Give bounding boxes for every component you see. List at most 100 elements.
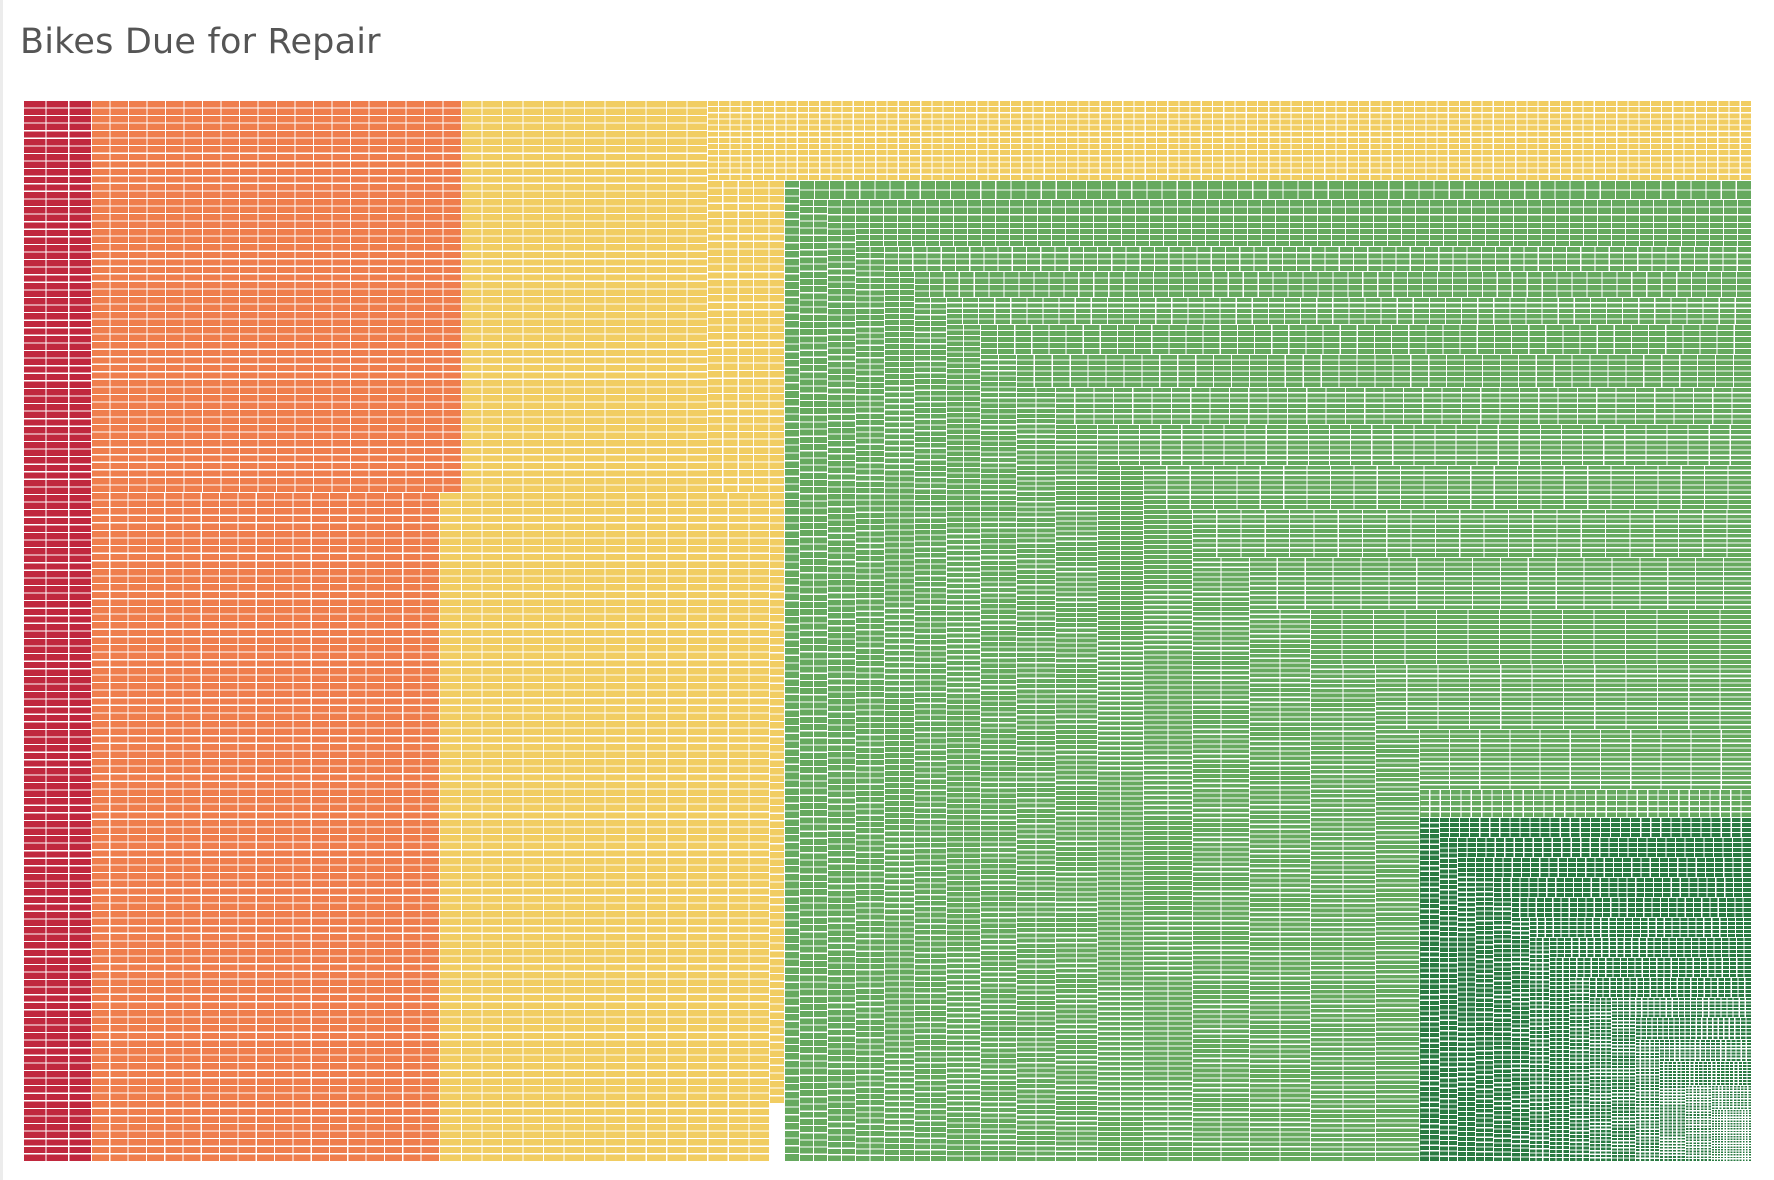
- bike-cell: [129, 1018, 146, 1024]
- bike-cell: [749, 980, 768, 986]
- bike-cell: [688, 297, 707, 303]
- bike-cell: [462, 866, 481, 872]
- bike-cell: [330, 904, 347, 910]
- bike-cell: [544, 531, 563, 537]
- bike-cell: [239, 546, 256, 552]
- bike-cell: [257, 1094, 274, 1100]
- bike-cell: [184, 919, 201, 925]
- bike-cell: [367, 683, 384, 689]
- bike-cell: [92, 615, 109, 621]
- bike-cell: [647, 736, 666, 742]
- bike-cell: [202, 1124, 219, 1130]
- bike-cell: [69, 601, 90, 607]
- bike-cell: [626, 259, 645, 265]
- bike-cell: [92, 972, 109, 978]
- bike-cell: [110, 896, 127, 902]
- bike-cell: [688, 418, 707, 424]
- bike-cell: [749, 683, 768, 689]
- bike-cell: [606, 131, 625, 137]
- bike-cell: [239, 1086, 256, 1092]
- bike-cell: [293, 698, 310, 704]
- bike-cell: [503, 561, 522, 567]
- bike-cell: [24, 851, 45, 857]
- bike-cell: [524, 380, 543, 386]
- bike-cell: [667, 244, 686, 250]
- bike-cell: [351, 410, 368, 416]
- bike-cell: [647, 1056, 666, 1062]
- bike-cell: [367, 995, 384, 1001]
- bike-cell: [296, 470, 313, 476]
- bike-cell: [524, 592, 543, 598]
- bike-cell: [647, 274, 666, 280]
- bike-cell: [203, 320, 220, 326]
- bike-cell: [462, 478, 481, 484]
- bike-cell: [239, 881, 256, 887]
- bike-cell: [440, 691, 461, 697]
- bike-cell: [503, 305, 522, 311]
- bike-cell: [565, 222, 584, 228]
- bike-cell: [444, 350, 461, 356]
- bike-cell: [524, 485, 543, 491]
- bike-cell: [275, 683, 292, 689]
- bike-cell: [606, 812, 625, 818]
- bike-cell: [606, 668, 625, 674]
- bike-cell: [275, 828, 292, 834]
- bike-cell: [47, 844, 68, 850]
- bike-cell: [312, 721, 329, 727]
- bike-cell: [585, 881, 604, 887]
- bike-cell: [165, 812, 182, 818]
- bike-cell: [626, 622, 645, 628]
- bike-cell: [220, 1033, 237, 1039]
- bike-cell: [239, 501, 256, 507]
- bike-cell: [667, 1018, 686, 1024]
- bike-cell: [351, 425, 368, 431]
- bike-cell: [462, 523, 481, 529]
- bike-cell: [385, 501, 402, 507]
- bike-cell: [524, 881, 543, 887]
- bike-cell: [667, 274, 686, 280]
- bike-cell: [503, 470, 522, 476]
- bike-cell: [544, 1033, 563, 1039]
- bike-cell: [440, 1010, 461, 1016]
- bike-cell: [462, 987, 481, 993]
- bike-cell: [749, 744, 768, 750]
- bike-cell: [275, 721, 292, 727]
- bike-cell: [293, 561, 310, 567]
- bike-cell: [314, 161, 331, 167]
- bike-cell: [257, 972, 274, 978]
- bike-cell: [565, 713, 584, 719]
- bike-cell: [524, 774, 543, 780]
- bike-cell: [544, 843, 563, 849]
- bike-cell: [69, 275, 90, 281]
- bike-cell: [647, 244, 666, 250]
- bike-cell: [147, 675, 164, 681]
- bike-cell: [606, 1002, 625, 1008]
- bike-cell: [440, 637, 461, 643]
- bike-cell: [69, 321, 90, 327]
- bike-cell: [314, 154, 331, 160]
- bike-cell: [314, 199, 331, 205]
- bike-cell: [202, 995, 219, 1001]
- bike-cell: [110, 987, 127, 993]
- bike-cell: [585, 365, 604, 371]
- bike-cell: [729, 1025, 748, 1031]
- bike-cell: [165, 1147, 182, 1153]
- bike-cell: [367, 577, 384, 583]
- bike-cell: [440, 957, 461, 963]
- bike-cell: [425, 418, 442, 424]
- bike-cell: [165, 668, 182, 674]
- bike-cell: [110, 942, 127, 948]
- bike-cell: [166, 478, 183, 484]
- bike-cell: [69, 169, 90, 175]
- bike-cell: [425, 478, 442, 484]
- bike-cell: [47, 344, 68, 350]
- bike-cell: [688, 222, 707, 228]
- bike-cell: [388, 109, 405, 115]
- bike-cell: [585, 607, 604, 613]
- bike-cell: [606, 569, 625, 575]
- bike-cell: [129, 365, 146, 371]
- bike-cell: [351, 289, 368, 295]
- bike-cell: [585, 131, 604, 137]
- bike-cell: [483, 403, 502, 409]
- bike-cell: [239, 561, 256, 567]
